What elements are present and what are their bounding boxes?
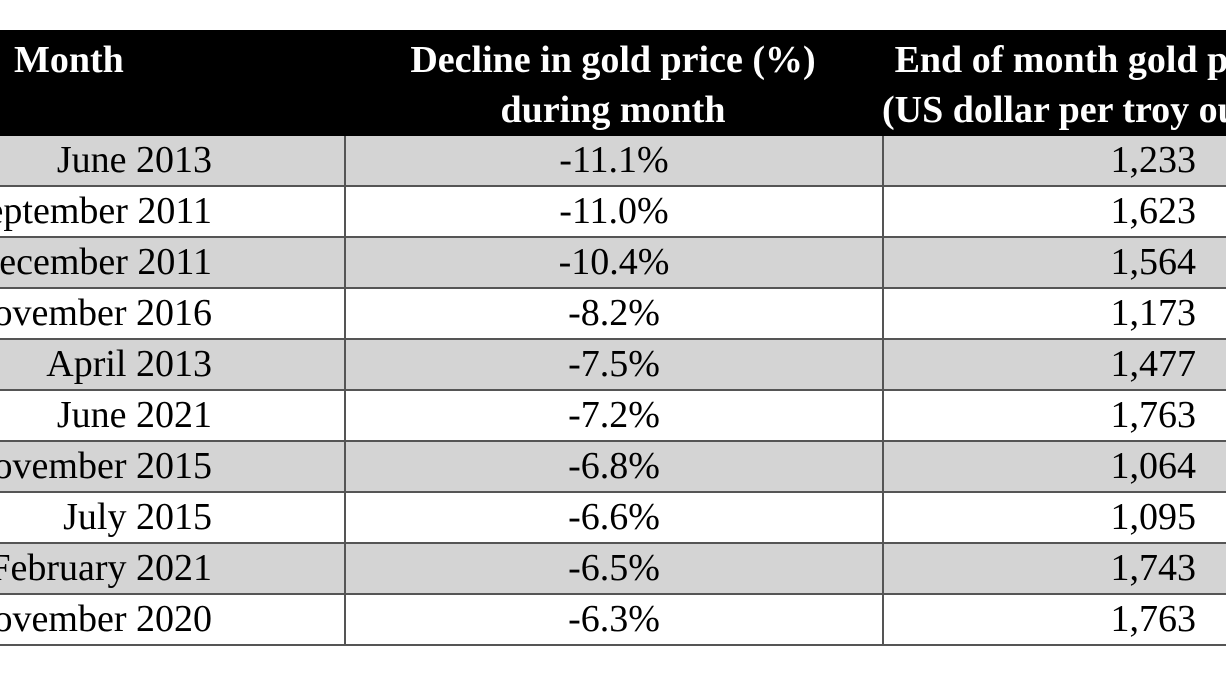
header-decline: Decline in gold price (%) during month — [344, 35, 882, 141]
table-row: September 2011 -11.0%1,623 — [0, 187, 1226, 238]
cell-decline: -10.4% — [344, 238, 882, 287]
cell-month: November 2015 — [0, 442, 342, 491]
cell-month-text: July 2015 — [63, 496, 212, 538]
cell-month: November 2016 — [0, 289, 342, 338]
cell-end-price: 1,095 — [882, 493, 1226, 542]
table-row: November 2016 -8.2%1,173 — [0, 289, 1226, 340]
cell-month-text: June 2021 — [56, 394, 212, 436]
cell-month-text: June 2013 — [56, 139, 212, 181]
cell-month: December 2011 — [0, 238, 342, 287]
table-row: July 2015 -6.6% 1,095 — [0, 493, 1226, 544]
cell-end-price: 1,743 — [882, 544, 1226, 593]
cell-end-price: 1,064 — [882, 442, 1226, 491]
cell-end-price: 1,233 — [882, 136, 1226, 185]
cell-decline: -8.2% — [344, 289, 882, 338]
table-header: Month Decline in gold price (%) during m… — [0, 30, 1226, 136]
cell-end-price: 1,763 — [882, 391, 1226, 440]
cell-decline: -6.5% — [344, 544, 882, 593]
header-end-price: End of month gold price (US dollar per t… — [882, 35, 1226, 141]
header-month: Month — [14, 35, 314, 141]
cell-month: April 2013 — [0, 340, 342, 389]
table-row: November 2020 -6.3%1,763 — [0, 595, 1226, 646]
cell-decline: -7.2% — [344, 391, 882, 440]
cell-month: February 2021 — [0, 544, 342, 593]
cell-decline: -11.0% — [344, 187, 882, 236]
cell-month: July 2015 — [0, 493, 342, 542]
gold-price-decline-table: Month Decline in gold price (%) during m… — [0, 30, 1226, 647]
cell-month-text: November 2020 — [0, 598, 212, 640]
cell-month: June 2021 — [0, 391, 342, 440]
table-row: November 2015 -6.8%1,064 — [0, 442, 1226, 493]
cell-decline: -6.3% — [344, 595, 882, 644]
cell-end-price: 1,623 — [882, 187, 1226, 236]
cell-decline: -6.8% — [344, 442, 882, 491]
table-row: December 2011 -10.4%1,564 — [0, 238, 1226, 289]
cell-month-text: April 2013 — [46, 343, 212, 385]
header-end-line1: End of month gold price — [894, 39, 1226, 81]
cell-month: September 2011 — [0, 187, 342, 236]
cell-month: November 2020 — [0, 595, 342, 644]
header-decline-line2: during month — [500, 89, 726, 131]
cell-month: June 2013 — [0, 136, 342, 185]
cell-end-price: 1,564 — [882, 238, 1226, 287]
cell-month-text: November 2015 — [0, 445, 212, 487]
header-month-label: Month — [14, 39, 124, 81]
cell-end-price: 1,477 — [882, 340, 1226, 389]
cell-month-text: November 2016 — [0, 292, 212, 334]
cell-month-text: December 2011 — [0, 241, 212, 283]
cell-end-price: 1,173 — [882, 289, 1226, 338]
cell-month-text: February 2021 — [0, 547, 212, 589]
header-end-line2: (US dollar per troy ounce) — [882, 89, 1226, 131]
table-row: June 2021 -7.2% 1,763 — [0, 391, 1226, 442]
table-row: April 2013 -7.5% 1,477 — [0, 340, 1226, 391]
header-decline-line1: Decline in gold price (%) — [410, 39, 816, 81]
cell-end-price: 1,763 — [882, 595, 1226, 644]
cell-decline: -11.1% — [344, 136, 882, 185]
cell-decline: -7.5% — [344, 340, 882, 389]
table-row: February 2021 -6.5% 1,743 — [0, 544, 1226, 595]
table-row: June 2013 -11.1% 1,233 — [0, 136, 1226, 187]
cell-decline: -6.6% — [344, 493, 882, 542]
cell-month-text: September 2011 — [0, 190, 212, 232]
